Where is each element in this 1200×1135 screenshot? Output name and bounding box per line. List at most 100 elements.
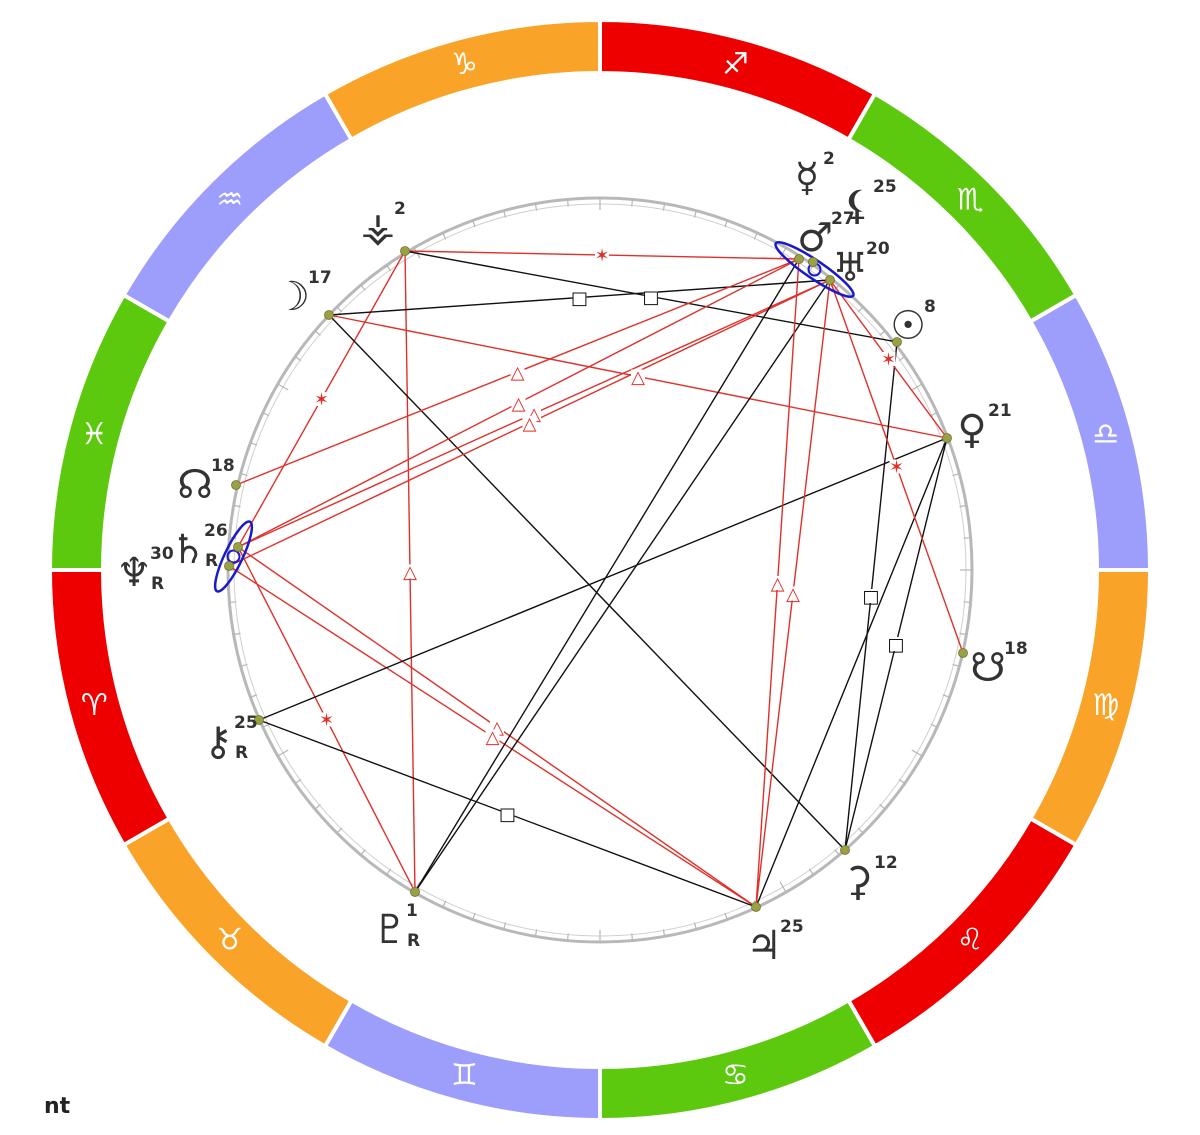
aspect-sextile-icon: ✶ [594,246,609,267]
degree-tick [898,778,906,784]
degree-ring [226,196,974,944]
chiron-label: ⚷ 25 R [203,713,257,765]
mars-point [794,254,804,264]
conjunction-ellipse [213,520,254,593]
degree-tick [930,412,938,417]
lilith-icon: ⚸ [842,183,871,229]
zodiac-sign-icon: ♌ [957,923,984,958]
aspect-symbol-bg [786,586,800,601]
degree-tick [693,922,697,930]
aspect-square-icon: □ [571,288,588,309]
aspect-trine-icon: △ [523,414,537,435]
degree-tick [963,601,971,604]
degree-tick [879,804,886,810]
degree-tick [233,632,241,636]
mars-degree: 27 [831,209,855,229]
degree-tick [963,536,971,539]
moon-point [324,310,334,320]
jupiter-degree: 25 [780,917,804,937]
degree-tick [262,412,270,417]
degree-tick [277,383,289,391]
chiron-icon: ⚷ [203,719,232,765]
degree-tick [472,220,476,228]
chiron-point [254,715,264,725]
moon-label: ☽17 [274,268,332,320]
aspect-symbol-bg [889,637,903,651]
degree-tick [360,284,366,291]
aspect-trine-icon: △ [511,363,525,384]
degree-tick [857,306,864,313]
north-node-label: ☊18 [177,456,234,508]
degree-tick [229,601,237,604]
aspect-symbols: ✶✶△□□△△△ △△△△✶□△ △ □□✶✶ [314,246,905,826]
neptune-retrograde: R [151,574,164,594]
saturn-retrograde: R [205,551,218,571]
lilith-degree: 25 [873,177,897,197]
aspect-symbol-bg [511,396,526,410]
degree-tick [294,778,302,784]
aspect-symbol-bg [510,365,525,379]
zodiac-sign-icon: ♊ [451,1058,478,1093]
chiron-degree: 25 [234,713,258,733]
aspect-trine-icon: △ [631,367,645,388]
degree-tick [336,306,343,313]
mercury-label: ☿ 2 [795,149,835,201]
aspect-line-chiron-venus [258,437,948,721]
conjunction-ellipse [774,241,855,298]
zodiac-sector [322,17,602,143]
aspect-symbol-bg [631,369,645,384]
degree-tick [959,632,967,636]
saturn-point [233,542,243,552]
aspect-sextile-icon: ✶ [314,390,329,411]
degree-tick [503,210,507,218]
degree-tick [834,284,840,291]
degree-tick [442,900,447,908]
zodiac-sector [47,292,173,572]
zodiac-sector [47,568,173,848]
zodiac-sector [1027,292,1153,572]
degree-tick [952,473,960,477]
degree-tick [779,247,787,259]
mercury-degree: 2 [823,149,835,169]
ceres-label: ⚳ 12 [843,853,897,905]
degree-tick [233,504,241,508]
aspect-symbol-bg [403,564,417,579]
zodiac-sign-icon: ♒ [216,182,243,217]
moon-degree: 17 [308,268,332,288]
degree-tick [693,210,697,218]
planet-labels: ☿ 2⚸ 25♂27♅20☉8♀ 21☋18⚳ 12♃25♇1R⚷ 25R♆30R♄26R… [116,149,1028,969]
zodiac-sign-icon: ♓ [81,417,108,452]
aspect-square-icon: □ [862,587,879,608]
north-node-point [231,480,241,490]
degree-tick [262,723,270,728]
aspect-symbol-bg [572,290,587,305]
aspect-symbol-bg [881,352,896,366]
sun-point [892,337,902,347]
aspect-trine-icon: △ [771,574,785,595]
degree-tick [534,929,538,937]
aspect-symbol-bg [314,392,329,406]
degree-tick [879,330,886,336]
degree-tick [724,220,728,228]
aspect-symbol-bg [500,806,515,821]
zodiac-sector [1027,568,1153,848]
degree-tick [250,694,258,698]
venus-icon: ♀ [957,407,986,453]
neptune-degree: 30 [150,544,174,564]
south-node-point [958,648,968,658]
degree-tick [911,749,923,757]
vesta-label: ⚶ 2 [361,199,406,251]
aspect-sextile-icon: ✶ [889,457,904,478]
north-node-degree: 18 [211,456,235,476]
degree-tick [942,694,950,698]
saturn-icon: ♄ [170,527,206,573]
zodiac-sign-icon: ♐ [722,47,749,82]
aspect-square-icon: □ [499,804,516,825]
degree-tick [534,203,538,211]
zodiac-sign-icon: ♈ [81,688,108,723]
degree-tick [314,330,321,336]
vesta-point [400,246,410,256]
jupiter-icon: ♃ [746,923,782,969]
degree-tick [662,203,666,211]
